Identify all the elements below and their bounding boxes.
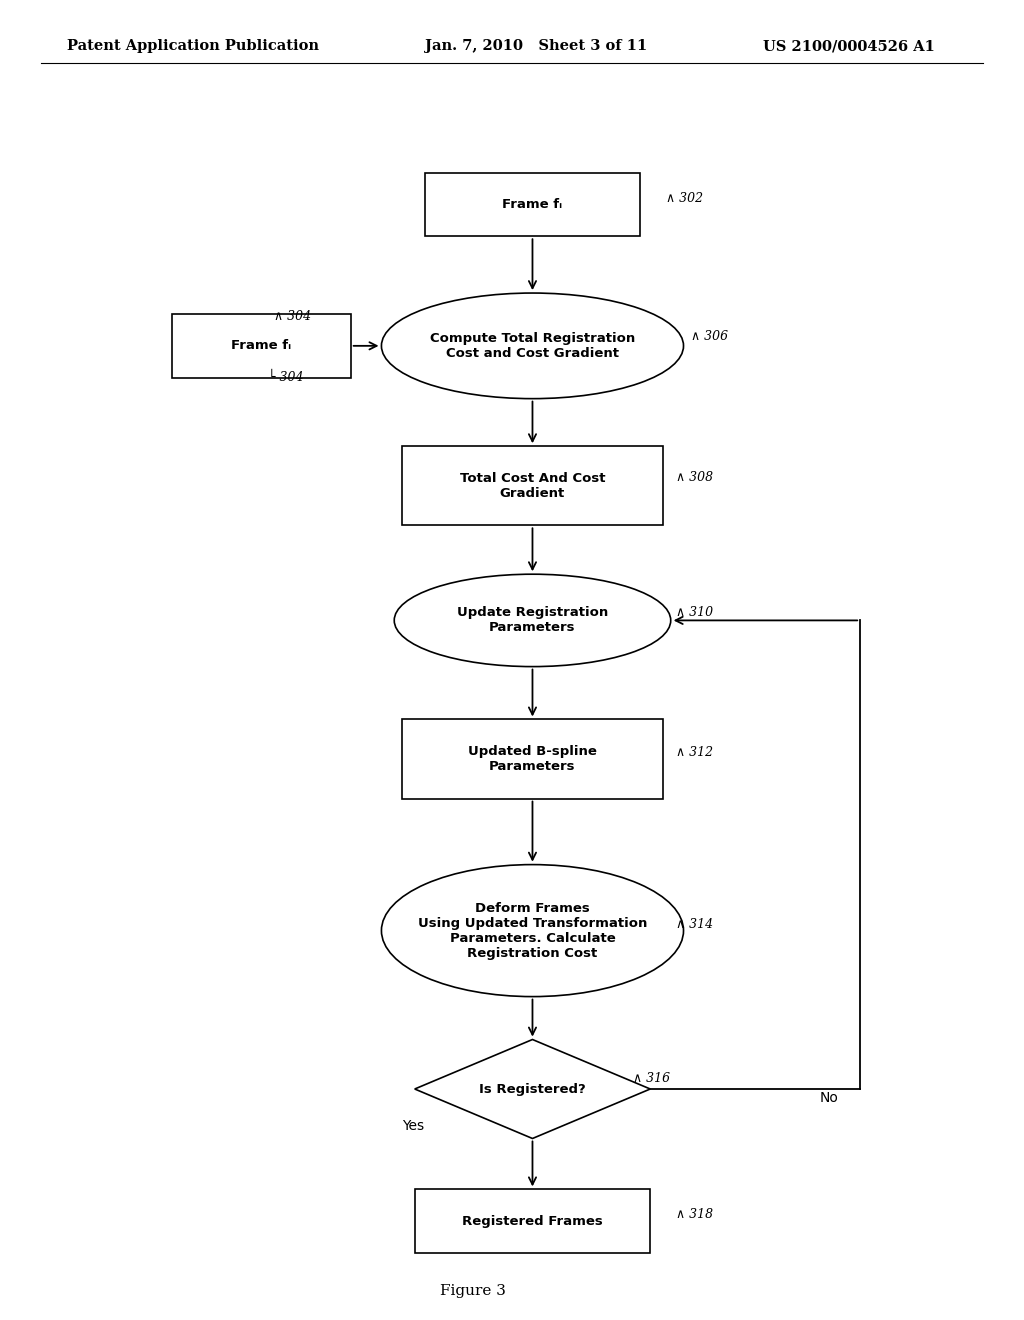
Text: Patent Application Publication: Patent Application Publication xyxy=(67,40,318,53)
Text: Total Cost And Cost
Gradient: Total Cost And Cost Gradient xyxy=(460,471,605,500)
Text: Frame fᵢ: Frame fᵢ xyxy=(231,339,291,352)
FancyBboxPatch shape xyxy=(401,719,664,799)
Text: ∧ 302: ∧ 302 xyxy=(666,191,702,205)
Text: Updated B-spline
Parameters: Updated B-spline Parameters xyxy=(468,744,597,774)
Text: └ 304: └ 304 xyxy=(268,371,304,384)
Text: Deform Frames
Using Updated Transformation
Parameters. Calculate
Registration Co: Deform Frames Using Updated Transformati… xyxy=(418,902,647,960)
Text: Compute Total Registration
Cost and Cost Gradient: Compute Total Registration Cost and Cost… xyxy=(430,331,635,360)
FancyBboxPatch shape xyxy=(415,1189,650,1253)
FancyBboxPatch shape xyxy=(172,314,350,378)
Text: ∧ 310: ∧ 310 xyxy=(676,606,713,619)
Text: US 2100/0004526 A1: US 2100/0004526 A1 xyxy=(763,40,935,53)
Polygon shape xyxy=(415,1040,650,1138)
Text: ∧ 318: ∧ 318 xyxy=(676,1208,713,1221)
Text: Frame fᵢ: Frame fᵢ xyxy=(503,198,562,211)
Text: Yes: Yes xyxy=(402,1119,425,1133)
Ellipse shape xyxy=(394,574,671,667)
Text: ∧ 312: ∧ 312 xyxy=(676,746,713,759)
Text: Figure 3: Figure 3 xyxy=(440,1284,506,1298)
FancyBboxPatch shape xyxy=(425,173,640,236)
Text: Update Registration
Parameters: Update Registration Parameters xyxy=(457,606,608,635)
Ellipse shape xyxy=(382,293,684,399)
Text: ∧ 306: ∧ 306 xyxy=(691,330,728,343)
Text: Jan. 7, 2010   Sheet 3 of 11: Jan. 7, 2010 Sheet 3 of 11 xyxy=(425,40,647,53)
Text: ∧ 316: ∧ 316 xyxy=(633,1072,670,1085)
Text: No: No xyxy=(819,1092,838,1105)
FancyBboxPatch shape xyxy=(401,446,664,525)
Text: ∧ 304: ∧ 304 xyxy=(274,310,311,323)
Text: ∧ 314: ∧ 314 xyxy=(676,917,713,931)
Text: ∧ 308: ∧ 308 xyxy=(676,471,713,484)
Text: Is Registered?: Is Registered? xyxy=(479,1082,586,1096)
Text: Registered Frames: Registered Frames xyxy=(462,1214,603,1228)
Ellipse shape xyxy=(382,865,684,997)
